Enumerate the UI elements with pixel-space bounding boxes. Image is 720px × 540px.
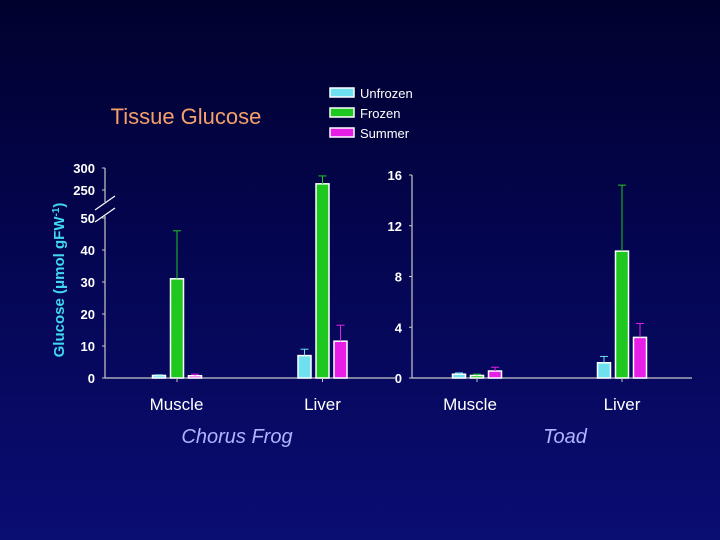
y-tick-label: 4 <box>395 320 403 335</box>
y-axis-label: Glucose (μmol gFW-1) <box>51 203 68 358</box>
y-tick-label: 12 <box>388 219 402 234</box>
x-tick-label-muscle: Muscle <box>150 395 204 414</box>
y-tick-label: 8 <box>395 270 402 285</box>
y-tick-label: 40 <box>81 243 95 258</box>
legend-swatch-unfrozen <box>329 87 355 98</box>
species-label: Chorus Frog <box>181 426 292 448</box>
x-tick-label-liver: Liver <box>304 395 341 414</box>
y-tick-label: 50 <box>81 211 95 226</box>
y-tick-label: 16 <box>388 168 402 183</box>
bar-muscle-unfrozen <box>151 374 167 379</box>
bar-muscle-frozen <box>169 278 185 379</box>
chart-title: Tissue Glucose <box>111 104 262 129</box>
x-tick-label-liver: Liver <box>604 395 641 414</box>
bar-liver-frozen <box>315 183 330 379</box>
bar-liver-unfrozen <box>297 354 312 379</box>
legend: Unfrozen Frozen Summer <box>329 86 413 141</box>
panel-chorus-frog: 0 10 20 30 40 50 250 300 Muscle Liver Chorus Frog <box>73 161 395 448</box>
legend-swatch-summer <box>329 127 355 138</box>
y-tick-label: 10 <box>81 339 95 354</box>
y-tick-label: 20 <box>81 307 95 322</box>
axis-break-mark <box>94 195 116 211</box>
legend-label-summer: Summer <box>360 126 410 141</box>
y-tick-label: 250 <box>73 183 95 198</box>
y-tick-label: 30 <box>81 275 95 290</box>
y-tick-label: 0 <box>88 371 95 386</box>
bar-muscle-summer <box>187 375 203 379</box>
legend-label-unfrozen: Unfrozen <box>360 86 413 101</box>
bar-muscle-frozen <box>469 374 485 379</box>
bar-liver-summer <box>333 340 348 379</box>
bar-liver-summer <box>632 336 648 379</box>
bar-muscle-summer <box>487 370 503 379</box>
y-tick-label: 300 <box>73 161 95 176</box>
legend-swatch-frozen <box>329 107 355 118</box>
panel-toad: 0 4 8 12 16 Muscle Liver Toad <box>388 168 692 448</box>
species-label: Toad <box>543 426 588 448</box>
x-tick-label-muscle: Muscle <box>443 395 497 414</box>
bar-liver-frozen <box>614 250 630 379</box>
y-tick-label: 0 <box>395 371 402 386</box>
legend-label-frozen: Frozen <box>360 106 400 121</box>
axis-break-mark <box>94 207 116 223</box>
bar-muscle-unfrozen <box>451 373 467 379</box>
bar-liver-unfrozen <box>596 362 612 379</box>
